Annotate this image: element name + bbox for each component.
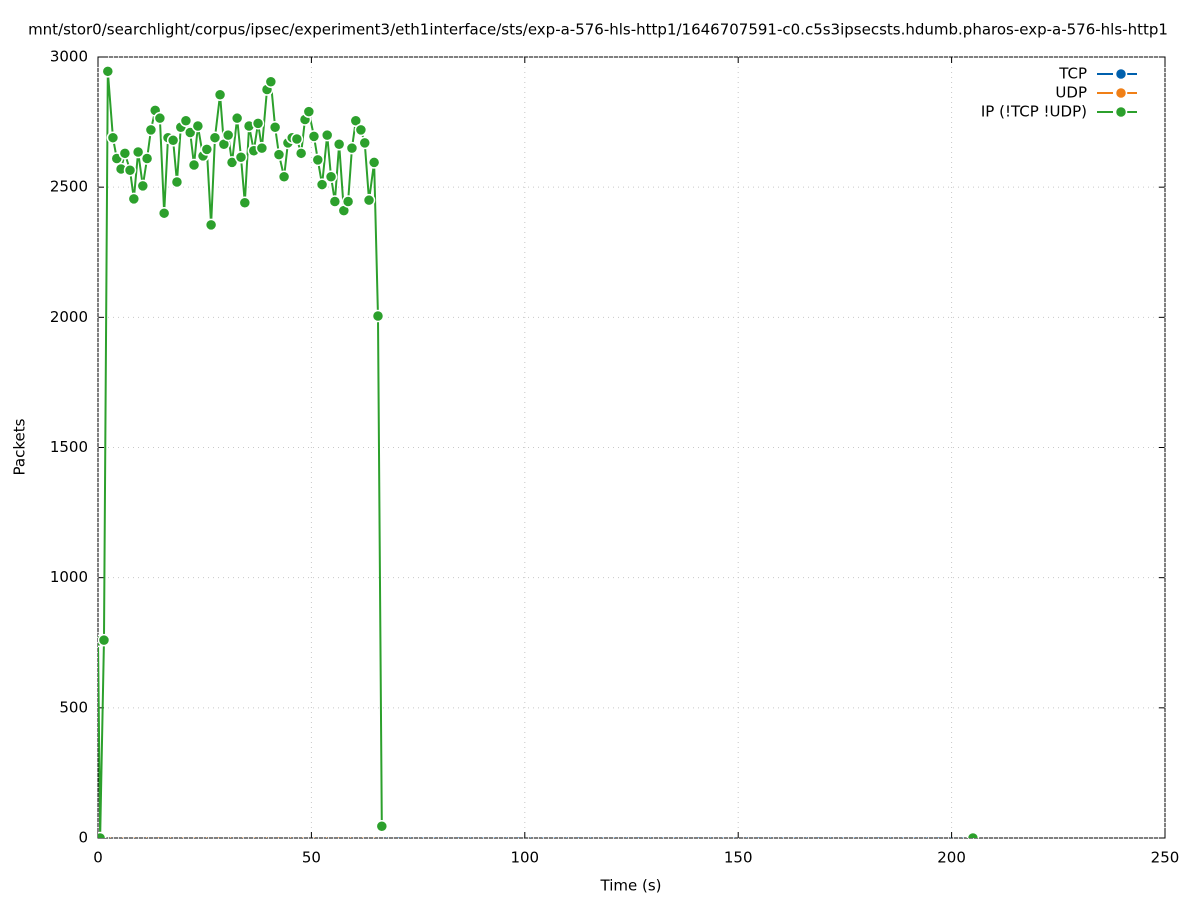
data-point xyxy=(234,150,248,164)
y-tick-label: 2500 xyxy=(50,178,88,196)
y-tick-label: 0 xyxy=(78,829,88,847)
data-point xyxy=(221,128,235,142)
data-point xyxy=(294,147,308,160)
data-point xyxy=(966,831,980,838)
data-point xyxy=(345,141,359,155)
x-tick-label: 200 xyxy=(937,849,966,867)
data-point xyxy=(136,179,150,193)
data-point xyxy=(213,88,227,101)
x-tick-label: 250 xyxy=(1151,849,1180,867)
data-point xyxy=(251,117,265,130)
data-point xyxy=(290,132,304,146)
y-tick-label: 3000 xyxy=(50,48,88,66)
data-point xyxy=(311,153,325,167)
x-tick-label: 0 xyxy=(93,849,103,867)
data-point xyxy=(123,163,137,177)
data-point xyxy=(144,123,158,137)
y-axis-label: Packets xyxy=(11,418,29,475)
data-point xyxy=(272,148,286,161)
data-point xyxy=(362,193,376,207)
data-point xyxy=(127,192,141,206)
data-point xyxy=(302,105,316,118)
data-point xyxy=(166,134,180,147)
data-point xyxy=(320,128,334,142)
data-point xyxy=(106,131,120,144)
data-point xyxy=(153,111,167,125)
data-point xyxy=(118,147,132,160)
data-point xyxy=(255,141,269,155)
data-point xyxy=(277,170,291,184)
data-point xyxy=(332,137,346,151)
y-tick-label: 500 xyxy=(59,698,88,716)
y-tick-label: 1000 xyxy=(50,568,88,586)
data-point xyxy=(315,178,329,191)
data-point xyxy=(367,156,381,169)
legend-marker xyxy=(1114,105,1128,119)
data-point xyxy=(307,130,321,143)
data-point xyxy=(328,195,342,208)
data-point xyxy=(349,114,363,128)
data-point xyxy=(225,156,239,169)
data-point xyxy=(98,633,111,647)
data-point xyxy=(268,121,282,134)
data-point xyxy=(157,206,171,220)
data-point xyxy=(98,831,107,838)
data-point xyxy=(341,195,355,208)
data-point xyxy=(208,131,222,144)
legend-marker xyxy=(1114,67,1128,81)
chart-title: mnt/stor0/searchlight/corpus/ipsec/exper… xyxy=(28,21,1168,39)
x-tick-label: 150 xyxy=(724,849,753,867)
data-point xyxy=(375,820,389,833)
data-point xyxy=(170,175,184,189)
data-point xyxy=(200,143,214,156)
data-point xyxy=(204,218,218,232)
data-point xyxy=(371,309,385,323)
data-point xyxy=(238,196,252,210)
data-point xyxy=(324,170,338,184)
x-tick-label: 50 xyxy=(302,849,321,867)
data-point xyxy=(131,145,145,159)
x-axis-label: Time (s) xyxy=(600,877,662,895)
data-point xyxy=(187,158,201,172)
data-point xyxy=(101,65,115,78)
legend-label: TCP xyxy=(1058,65,1087,83)
data-point xyxy=(358,136,371,150)
legend-marker xyxy=(1114,86,1128,100)
legend-label: UDP xyxy=(1055,84,1087,102)
data-point xyxy=(354,123,368,137)
y-tick-label: 2000 xyxy=(50,308,88,326)
y-tick-label: 1500 xyxy=(50,438,88,456)
x-tick-label: 100 xyxy=(510,849,539,867)
data-point xyxy=(264,75,278,88)
plot-area xyxy=(98,65,980,838)
data-point xyxy=(191,119,205,133)
data-point xyxy=(140,152,154,165)
data-point xyxy=(230,111,244,125)
legend-label: IP (!TCP !UDP) xyxy=(981,103,1087,121)
data-point xyxy=(179,114,193,128)
